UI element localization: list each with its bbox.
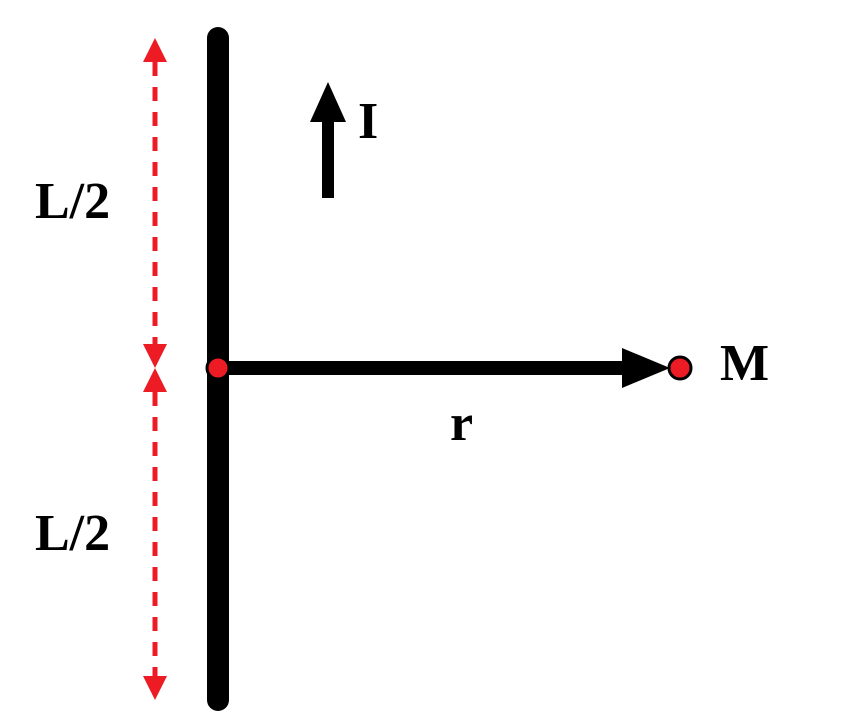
physics-diagram: L/2 L/2 I r M <box>0 0 862 728</box>
dim-arrow-mid-up <box>143 344 167 368</box>
dim-arrow-bottom <box>143 676 167 700</box>
label-M: M <box>720 335 769 392</box>
label-L-lower: L/2 <box>35 505 110 562</box>
dim-arrow-mid-down <box>143 368 167 392</box>
dot-M <box>669 357 691 379</box>
label-r: r <box>450 395 473 452</box>
dimension-lines <box>143 38 167 700</box>
r-arrow-head <box>622 348 670 388</box>
label-I: I <box>358 93 378 150</box>
r-arrow <box>218 348 670 388</box>
label-L-upper: L/2 <box>35 173 110 230</box>
dot-origin <box>207 357 229 379</box>
I-arrow-head <box>310 82 346 122</box>
I-arrow <box>310 82 346 198</box>
dim-arrow-top <box>143 38 167 62</box>
